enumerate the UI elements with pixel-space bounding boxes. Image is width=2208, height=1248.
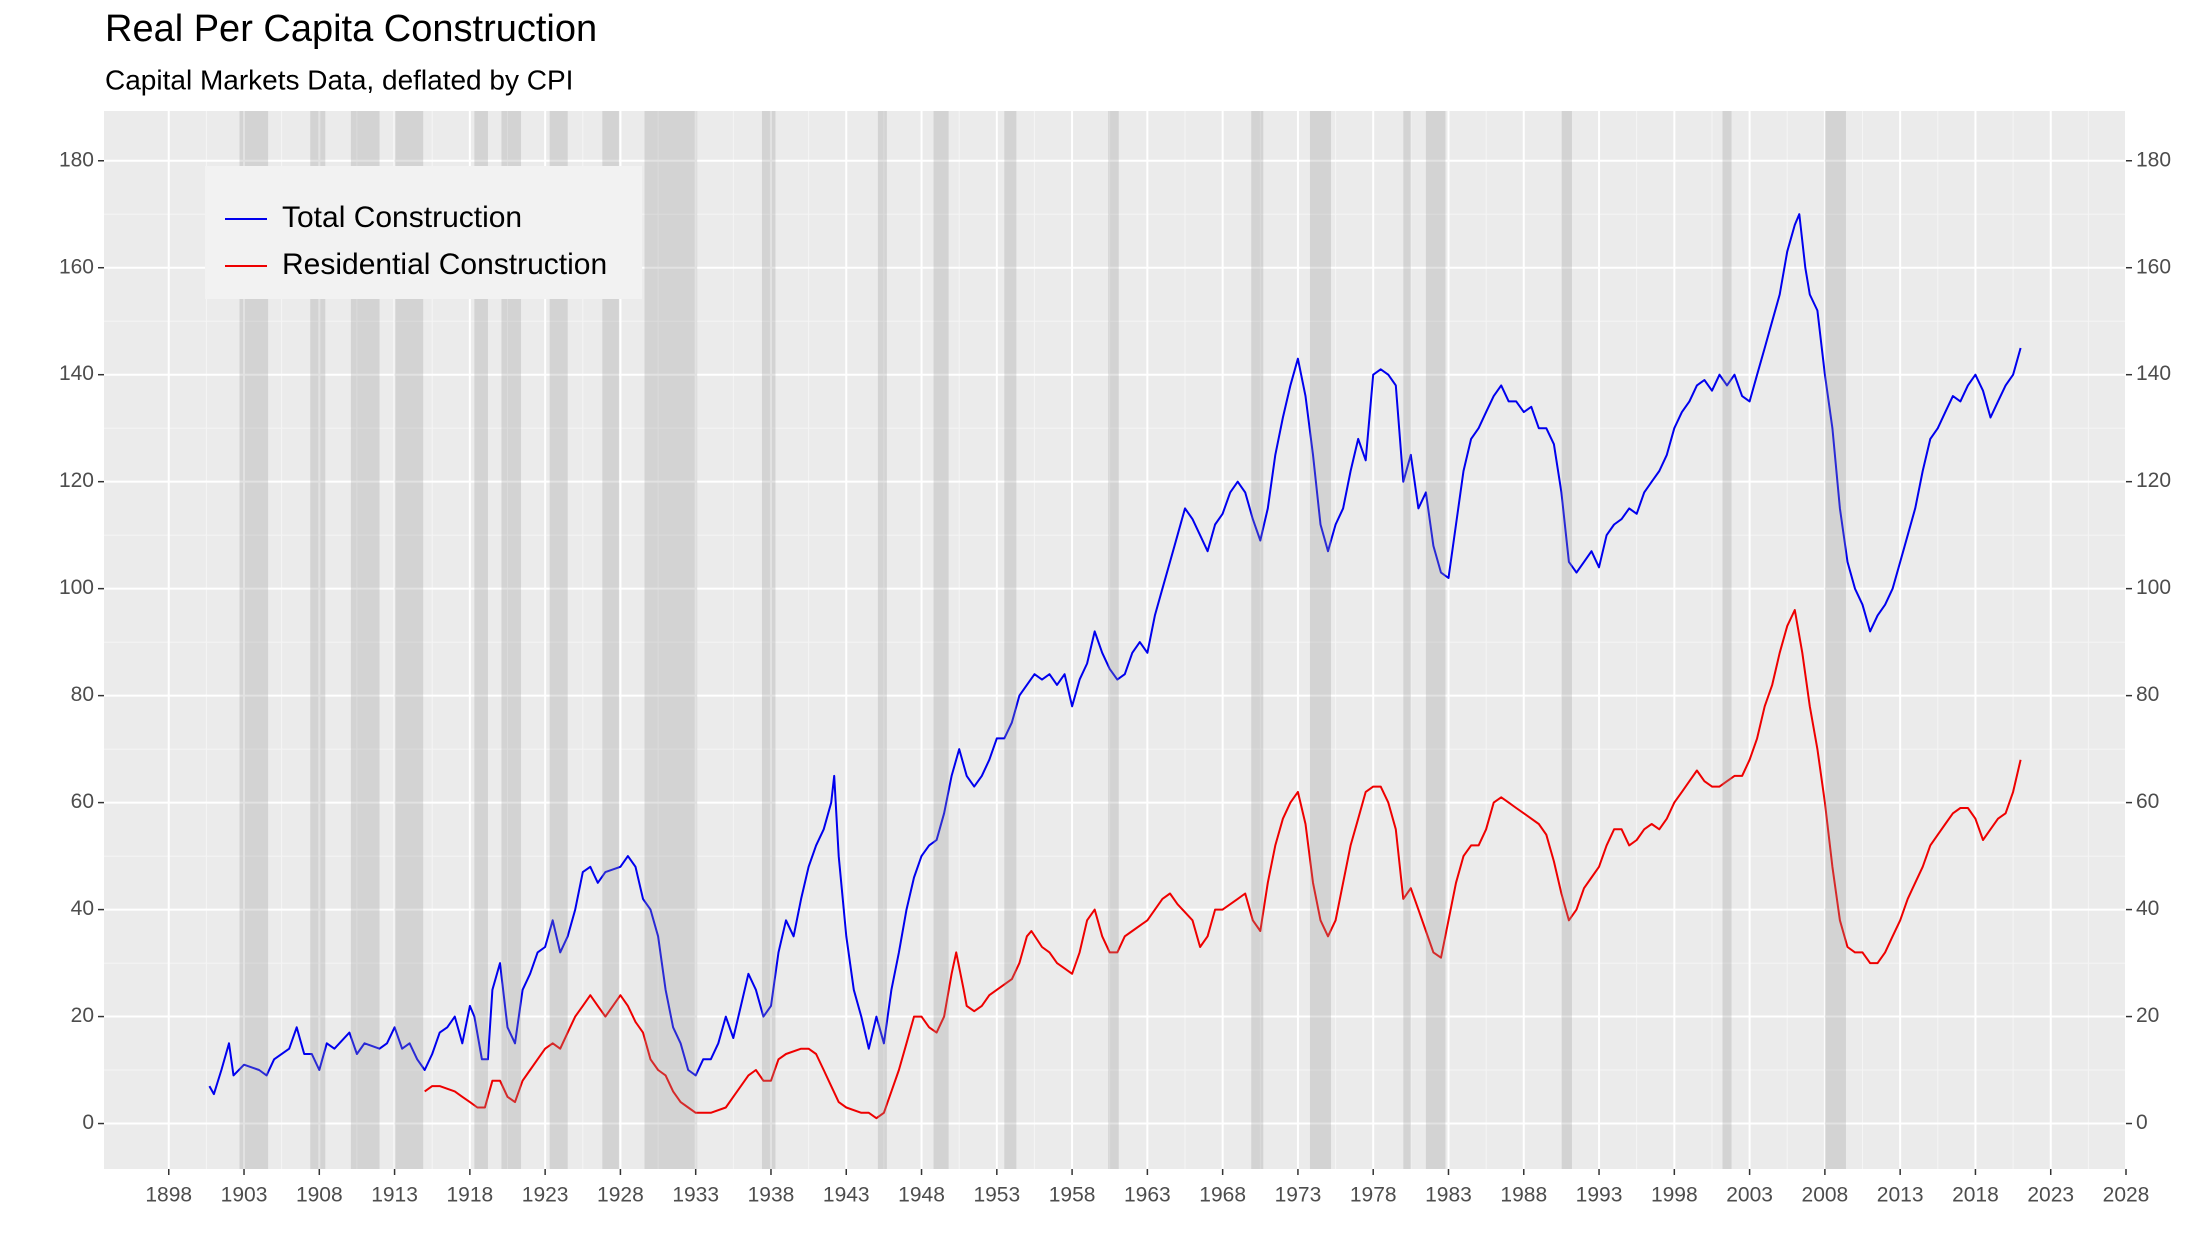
- lines: [208, 213, 2022, 1120]
- recession-band: [1309, 111, 1332, 1169]
- x-tick-label: 1988: [1500, 1184, 1547, 1207]
- axes: 0 20 40 60 80 100 120 140 160 180 0 20 40 60 80 100 120 1…: [59, 148, 2171, 1206]
- series-line: [424, 609, 2022, 1120]
- chart-subtitle: Capital Markets Data, deflated by CPI: [105, 64, 573, 95]
- x-tick-label: 1968: [1199, 1184, 1246, 1207]
- recession-band: [549, 111, 568, 1169]
- y-tick-label: 60: [71, 790, 94, 813]
- recession-band: [501, 111, 522, 1169]
- recession-band: [1403, 111, 1411, 1169]
- x-tick-label: 1943: [823, 1184, 870, 1207]
- y-tick-label: 180: [59, 148, 94, 171]
- recession-band: [644, 111, 698, 1169]
- y-tick-label: 40: [71, 897, 94, 920]
- y2-tick-label: 120: [2136, 469, 2171, 492]
- x-tick-label: 1918: [446, 1184, 493, 1207]
- x-tick-label: 1998: [1651, 1184, 1698, 1207]
- x-tick-label: 1983: [1425, 1184, 1472, 1207]
- y-tick-label: 20: [71, 1004, 94, 1027]
- x-tick-label: 1978: [1350, 1184, 1397, 1207]
- x-tick-label: 2003: [1726, 1184, 1773, 1207]
- chart-title: Real Per Capita Construction: [105, 8, 597, 50]
- x-tick-label: 1928: [597, 1184, 644, 1207]
- x-tick-label: 1923: [522, 1184, 569, 1207]
- y2-tick-label: 80: [2136, 683, 2159, 706]
- legend-label: Residential Construction: [282, 248, 607, 281]
- y-tick-label: 100: [59, 576, 94, 599]
- x-tick-label: 2008: [1802, 1184, 1849, 1207]
- y2-tick-label: 180: [2136, 148, 2171, 171]
- y2-tick-label: 60: [2136, 790, 2159, 813]
- recession-band: [761, 111, 776, 1169]
- recession-band: [1251, 111, 1264, 1169]
- y-tick-label: 80: [71, 683, 94, 706]
- y2-tick-label: 40: [2136, 897, 2159, 920]
- x-tick-label: 1933: [672, 1184, 719, 1207]
- x-tick-label: 1973: [1275, 1184, 1322, 1207]
- y-tick-label: 0: [82, 1111, 94, 1134]
- recessions: [239, 111, 1846, 1169]
- x-tick-label: 1993: [1576, 1184, 1623, 1207]
- y2-tick-label: 100: [2136, 576, 2171, 599]
- recession-band: [877, 111, 887, 1169]
- x-tick-label: 1953: [973, 1184, 1020, 1207]
- series-line: [208, 213, 2022, 1096]
- y2-tick-label: 140: [2136, 362, 2171, 385]
- recession-band: [310, 111, 326, 1169]
- x-tick-label: 1958: [1049, 1184, 1096, 1207]
- x-tick-label: 1963: [1124, 1184, 1171, 1207]
- recession-band: [1722, 111, 1732, 1169]
- x-tick-label: 2028: [2103, 1184, 2150, 1207]
- recession-band: [1004, 111, 1017, 1169]
- recession-band: [602, 111, 619, 1169]
- y2-tick-label: 20: [2136, 1004, 2159, 1027]
- x-tick-label: 1903: [221, 1184, 268, 1207]
- recession-band: [1561, 111, 1572, 1169]
- x-tick-label: 2018: [1952, 1184, 1999, 1207]
- x-tick-label: 1908: [296, 1184, 343, 1207]
- y-tick-label: 160: [59, 255, 94, 278]
- y2-tick-label: 160: [2136, 255, 2171, 278]
- recession-band: [474, 111, 488, 1169]
- legend-label: Total Construction: [282, 201, 522, 234]
- y2-tick-label: 0: [2136, 1111, 2148, 1134]
- x-tick-label: 1948: [898, 1184, 945, 1207]
- x-tick-label: 1913: [371, 1184, 418, 1207]
- x-tick-label: 1898: [145, 1184, 192, 1207]
- x-tick-label: 1938: [748, 1184, 795, 1207]
- y-tick-label: 120: [59, 469, 94, 492]
- legend: Total Construction Residential Constructi…: [205, 166, 642, 299]
- recession-band: [1425, 111, 1446, 1169]
- recession-band: [1824, 111, 1846, 1169]
- x-tick-label: 2023: [2027, 1184, 2074, 1207]
- recession-band: [1108, 111, 1119, 1169]
- x-tick-label: 2013: [1877, 1184, 1924, 1207]
- y-tick-label: 140: [59, 362, 94, 385]
- recession-band: [933, 111, 949, 1169]
- legend-box: [205, 166, 642, 299]
